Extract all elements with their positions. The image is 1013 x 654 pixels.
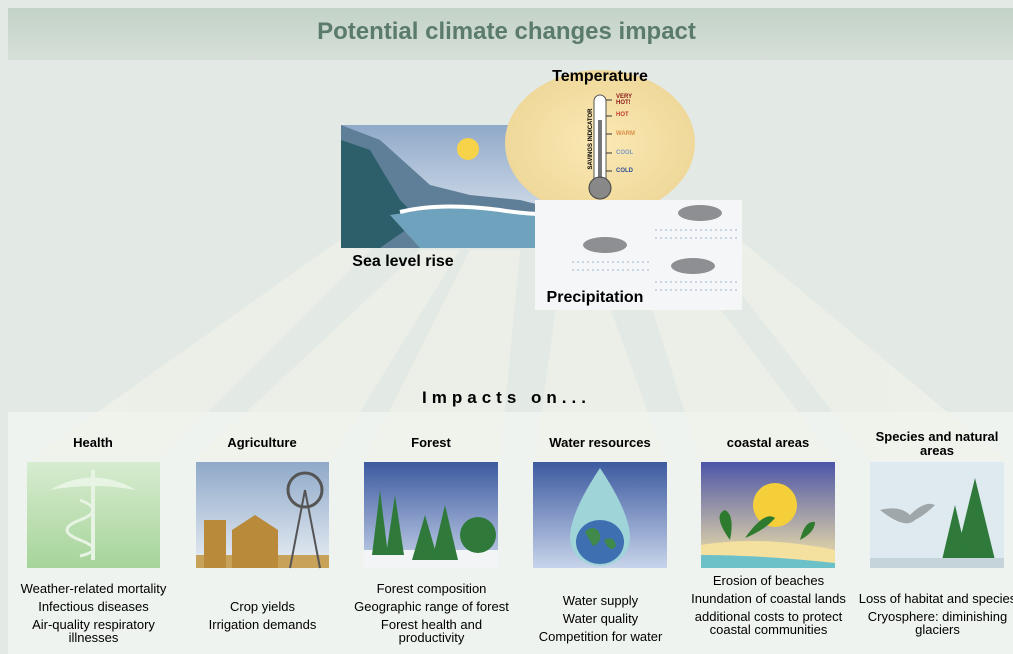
- therm-warm: WARM: [616, 131, 635, 137]
- therm-cool: COOL: [616, 150, 633, 156]
- therm-hot: HOT: [616, 112, 629, 118]
- species-image: [870, 462, 1004, 568]
- panel-item: Inundation of coastal lands: [686, 592, 851, 605]
- panel-title: coastal areas: [688, 436, 848, 450]
- panel-title: Forest: [351, 436, 511, 450]
- title: Potential climate changes impact: [0, 18, 1013, 46]
- panel-title: Water resources: [520, 436, 680, 450]
- panel-item: Cryosphere: diminishing glaciers: [855, 610, 1013, 636]
- precipitation-label: Precipitation: [530, 289, 660, 307]
- panel-item: Erosion of beaches: [686, 574, 851, 587]
- panel-item: Crop yields: [180, 600, 345, 613]
- panel-items: Erosion of beaches Inundation of coastal …: [686, 574, 851, 641]
- water-image: [533, 462, 667, 568]
- panel-items: Loss of habitat and species Cryosphere: d…: [855, 592, 1013, 641]
- panel-item: Air-quality respiratory illnesses: [11, 618, 176, 644]
- health-image: [27, 462, 160, 568]
- therm-cold: COLD: [616, 168, 633, 174]
- panel-item: Infectious diseases: [11, 600, 176, 613]
- panel-item: Forest composition: [349, 582, 514, 595]
- panel-items: Weather-related mortality Infectious dise…: [11, 582, 176, 649]
- background: [0, 0, 1013, 654]
- panel-item: Geographic range of forest: [349, 600, 514, 613]
- therm-very-hot: VERY HOT!: [616, 94, 640, 106]
- temperature-image: [505, 70, 695, 216]
- panel-title: Health: [13, 436, 173, 450]
- panel-item: Irrigation demands: [180, 618, 345, 631]
- panel-items: Crop yields Irrigation demands: [180, 600, 345, 636]
- panel-item: additional costs to protect coastal comm…: [686, 610, 851, 636]
- panel-item: Forest health and productivity: [349, 618, 514, 644]
- forest-image: [364, 462, 498, 568]
- panel-items: Water supply Water quality Competition for…: [518, 594, 683, 648]
- panel-items: Forest composition Geographic range of fo…: [349, 582, 514, 649]
- panel-title: Species and natural areas: [857, 430, 1013, 458]
- page: Potential climate changes impact Tempera…: [0, 0, 1013, 654]
- panel-item: Competition for water: [518, 630, 683, 643]
- panel-item: Water supply: [518, 594, 683, 607]
- coastal-image: [701, 462, 835, 568]
- therm-indicator: SAVINGS INDICATOR: [588, 89, 594, 189]
- temperature-label: Temperature: [500, 68, 700, 86]
- panel-title: Agriculture: [182, 436, 342, 450]
- sea-level-label: Sea level rise: [333, 253, 473, 271]
- panel-item: Loss of habitat and species: [855, 592, 1013, 605]
- panel-item: Weather-related mortality: [11, 582, 176, 595]
- impacts-heading: Impacts on...: [0, 388, 1013, 408]
- agriculture-image: [196, 462, 329, 568]
- panel-item: Water quality: [518, 612, 683, 625]
